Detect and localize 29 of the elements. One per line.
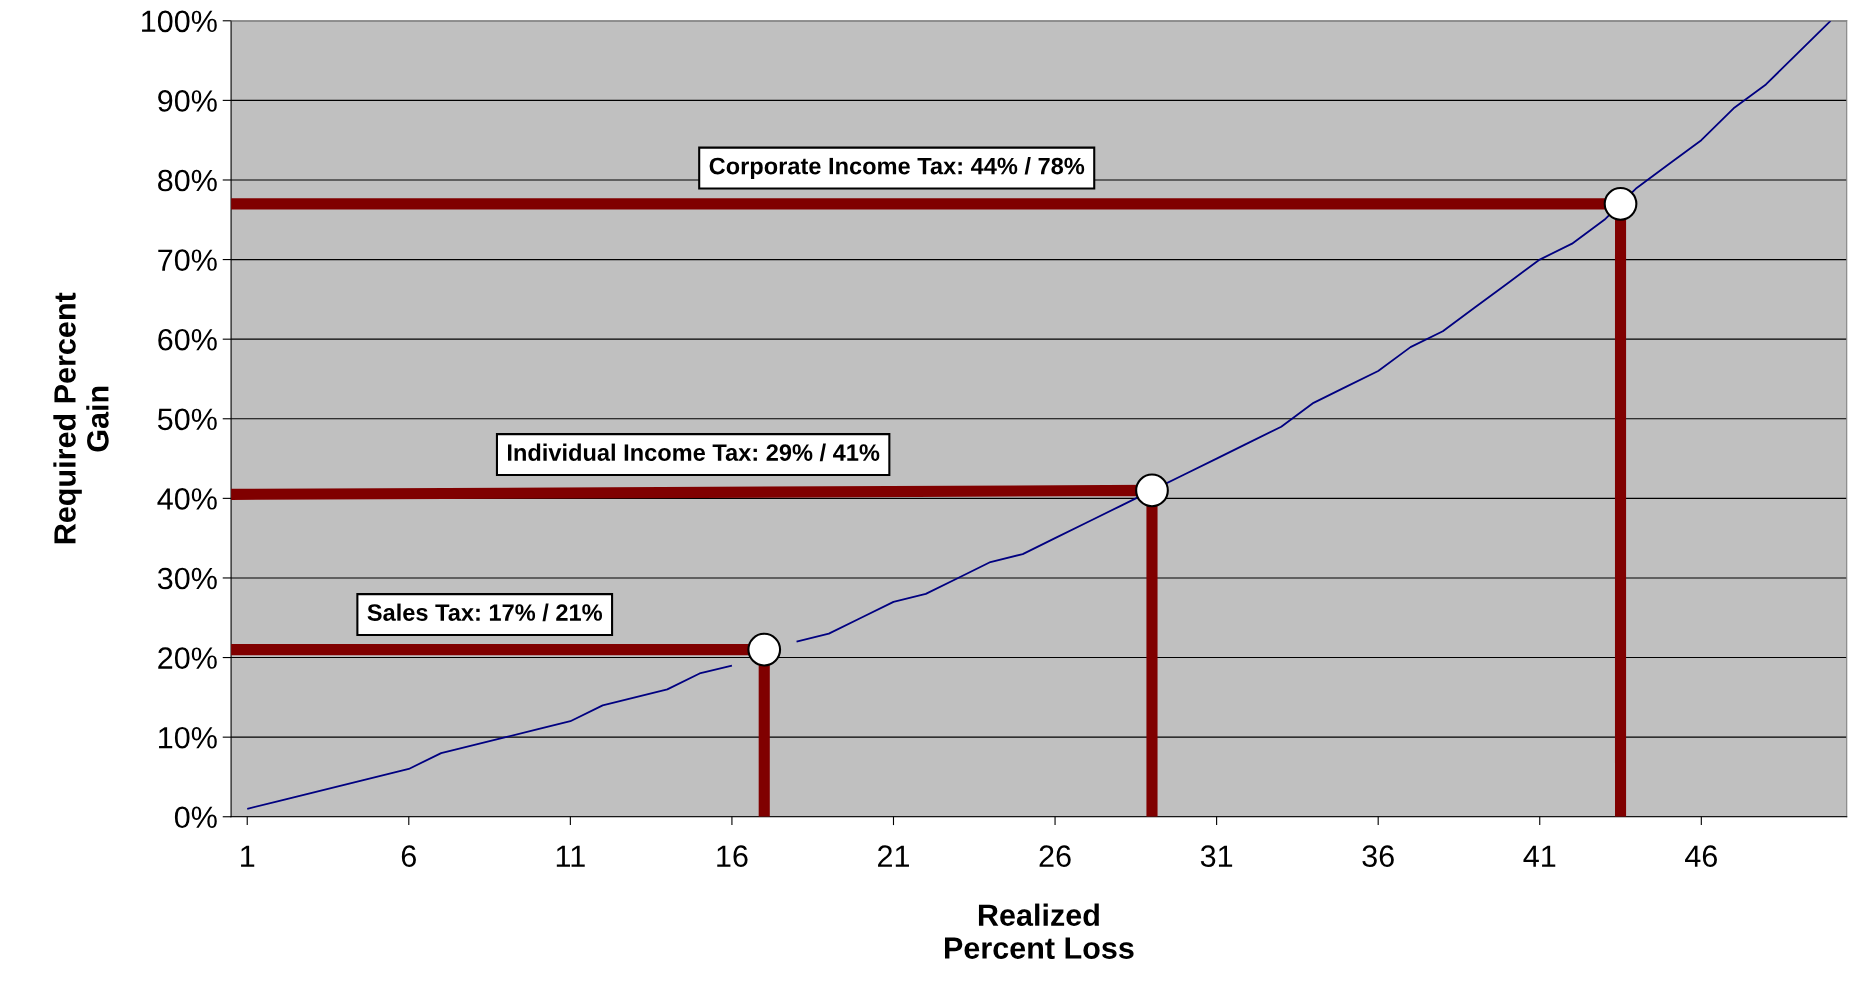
annotation: Corporate Income Tax: 44% / 78% <box>709 157 1085 180</box>
y-axis-title: Required Percent Gain <box>53 292 109 544</box>
x-tick-label: 41 <box>1523 845 1556 867</box>
annotation: Sales Tax: 17% / 21% <box>367 603 603 622</box>
y-tick-label: 80% <box>158 169 217 192</box>
y-tick-label: 60% <box>158 328 217 351</box>
annotation: Individual Income Tax: 29% / 41% <box>507 443 880 462</box>
x-tick-label: 11 <box>556 845 585 867</box>
point <box>747 632 782 667</box>
x-tick-label: 46 <box>1685 845 1717 867</box>
x-axis-title: Realized Percent Loss <box>945 903 1134 959</box>
y-tick-label: 90% <box>158 90 217 112</box>
point <box>1603 186 1638 221</box>
y-tick-label: 30% <box>157 567 217 590</box>
x-tick-label: 36 <box>1362 845 1394 867</box>
y-tick-label: 100% <box>142 10 217 33</box>
y-tick-label: 40% <box>157 488 217 510</box>
y-tick-label: 0% <box>174 806 217 829</box>
y-tick-label: 20% <box>158 647 217 669</box>
y-tick-label: 50% <box>157 408 217 431</box>
y-tick-label: 70% <box>158 249 217 271</box>
x-tick-label: 31 <box>1200 845 1233 867</box>
x-tick-label: 1 <box>241 845 255 867</box>
x-tick-label: 16 <box>717 845 748 867</box>
point <box>1135 473 1169 508</box>
x-tick-label: 26 <box>1039 845 1071 867</box>
x-tick-label: 21 <box>878 845 909 867</box>
y-tick-label: 10% <box>159 726 217 749</box>
x-tick-label: 6 <box>401 845 416 867</box>
